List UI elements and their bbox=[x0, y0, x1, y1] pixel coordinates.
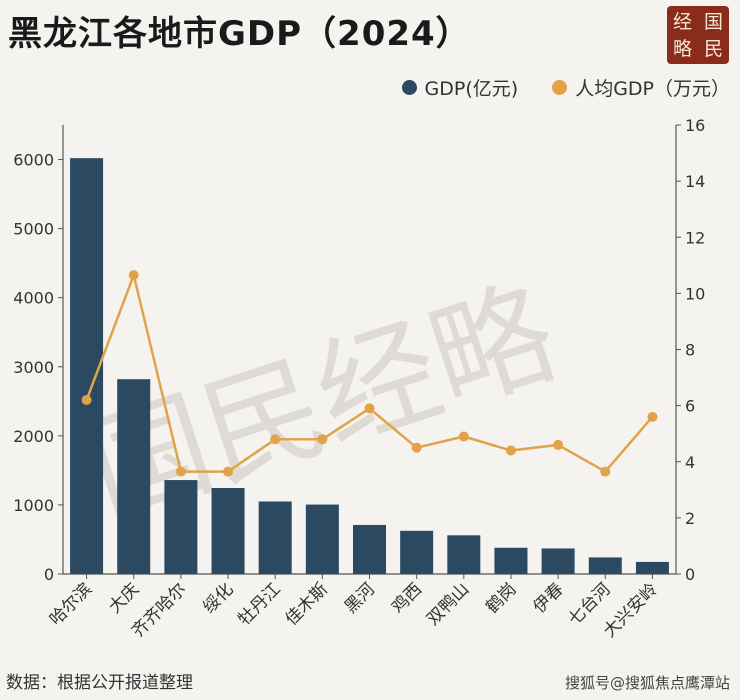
left-tick-label: 5000 bbox=[13, 220, 54, 239]
x-tick-label: 双鸭山 bbox=[423, 579, 473, 629]
x-tick-label: 鹤岗 bbox=[482, 579, 520, 617]
bar-gdp bbox=[258, 501, 292, 574]
x-tick-label: 哈尔滨 bbox=[46, 579, 96, 629]
right-tick-label: 0 bbox=[685, 565, 695, 584]
point-percap bbox=[600, 466, 611, 477]
x-tick-label: 伊春 bbox=[529, 579, 567, 617]
legend-label-gdp: GDP(亿元) bbox=[424, 78, 519, 100]
chart-legend: GDP(亿元) 人均GDP（万元） bbox=[401, 74, 730, 101]
left-tick-label: 4000 bbox=[13, 289, 54, 308]
seal-char: 国 bbox=[703, 11, 723, 33]
left-tick-label: 6000 bbox=[13, 151, 54, 170]
legend-label-percap: 人均GDP（万元） bbox=[575, 78, 730, 100]
bar-gdp bbox=[352, 524, 387, 574]
legend-marker-percap bbox=[552, 80, 568, 95]
brand-seal: 经 国 略 民 bbox=[667, 6, 729, 64]
chart-title: 黑龙江各地市GDP（2024） bbox=[8, 14, 471, 54]
point-percap bbox=[317, 434, 328, 445]
point-percap bbox=[505, 445, 516, 456]
right-tick-label: 4 bbox=[685, 453, 695, 472]
left-tick-label: 2000 bbox=[13, 427, 54, 446]
bar-gdp bbox=[494, 547, 528, 574]
point-percap bbox=[223, 466, 234, 477]
point-percap bbox=[647, 411, 658, 422]
legend-item-percap: 人均GDP（万元） bbox=[552, 74, 730, 101]
point-percap bbox=[175, 466, 186, 477]
seal-char: 民 bbox=[703, 38, 723, 60]
bar-gdp bbox=[305, 504, 339, 574]
left-tick-label: 0 bbox=[44, 565, 54, 584]
right-tick-label: 12 bbox=[685, 228, 705, 247]
bar-gdp bbox=[70, 158, 104, 574]
left-tick-label: 1000 bbox=[13, 496, 54, 515]
x-tick-label: 鸡西 bbox=[388, 579, 426, 617]
point-percap bbox=[458, 431, 469, 442]
seal-char: 经 bbox=[672, 11, 692, 33]
bar-gdp bbox=[400, 530, 434, 574]
bar-gdp bbox=[164, 480, 198, 574]
source-note: 数据：根据公开报道整理 bbox=[6, 673, 193, 693]
bar-gdp bbox=[117, 379, 151, 574]
credit-text: 搜狐号@搜狐焦点鹰潭站 bbox=[564, 674, 730, 692]
right-tick-label: 6 bbox=[685, 397, 695, 416]
point-percap bbox=[553, 439, 564, 450]
point-percap bbox=[364, 403, 375, 414]
right-tick-label: 2 bbox=[685, 509, 695, 528]
point-percap bbox=[81, 395, 92, 406]
x-tick-label: 黑河 bbox=[341, 579, 379, 617]
x-tick-label: 佳木斯 bbox=[282, 579, 332, 629]
point-percap bbox=[128, 270, 139, 281]
bar-gdp bbox=[211, 487, 245, 574]
right-tick-label: 14 bbox=[685, 172, 705, 191]
right-tick-label: 10 bbox=[685, 284, 705, 303]
legend-item-gdp: GDP(亿元) bbox=[401, 74, 519, 101]
x-tick-label: 牡丹江 bbox=[235, 579, 285, 629]
bar-gdp bbox=[635, 561, 669, 574]
point-percap bbox=[270, 434, 281, 445]
point-percap bbox=[411, 442, 422, 453]
legend-marker-gdp bbox=[401, 80, 417, 95]
seal-char: 略 bbox=[672, 38, 692, 60]
right-tick-label: 8 bbox=[685, 341, 695, 360]
x-tick-label: 绥化 bbox=[199, 579, 237, 617]
x-tick-label: 大庆 bbox=[105, 579, 143, 617]
bar-gdp bbox=[447, 535, 481, 574]
bar-gdp bbox=[588, 557, 622, 574]
left-tick-label: 3000 bbox=[13, 358, 54, 377]
right-tick-label: 16 bbox=[685, 116, 705, 135]
bar-gdp bbox=[541, 548, 575, 574]
